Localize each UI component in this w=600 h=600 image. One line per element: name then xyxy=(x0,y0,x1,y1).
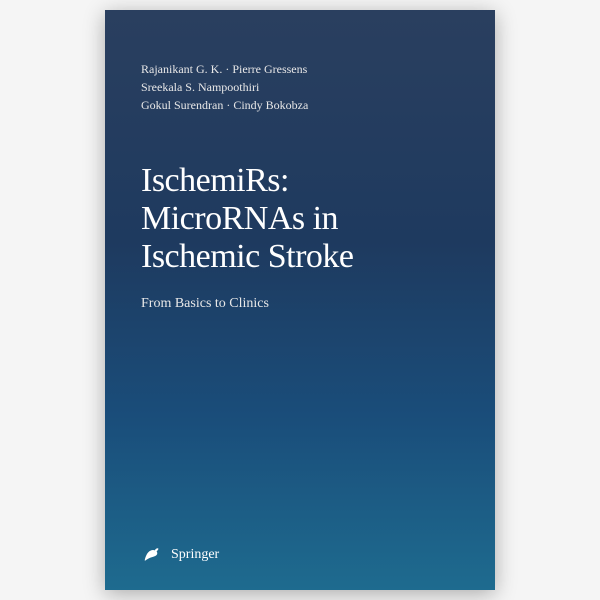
authors-line-3: Gokul Surendran · Cindy Bokobza xyxy=(141,96,459,114)
springer-horse-icon xyxy=(141,544,163,566)
authors-line-2: Sreekala S. Nampoothiri xyxy=(141,78,459,96)
book-title: IschemiRs: MicroRNAs in Ischemic Stroke xyxy=(141,162,459,276)
book-subtitle: From Basics to Clinics xyxy=(141,296,459,312)
authors-line-1: Rajanikant G. K. · Pierre Gressens xyxy=(141,60,459,78)
publisher-block: Springer xyxy=(141,544,219,566)
book-cover: Rajanikant G. K. · Pierre Gressens Sreek… xyxy=(105,10,495,590)
publisher-name: Springer xyxy=(171,547,219,563)
authors-block: Rajanikant G. K. · Pierre Gressens Sreek… xyxy=(141,60,459,114)
